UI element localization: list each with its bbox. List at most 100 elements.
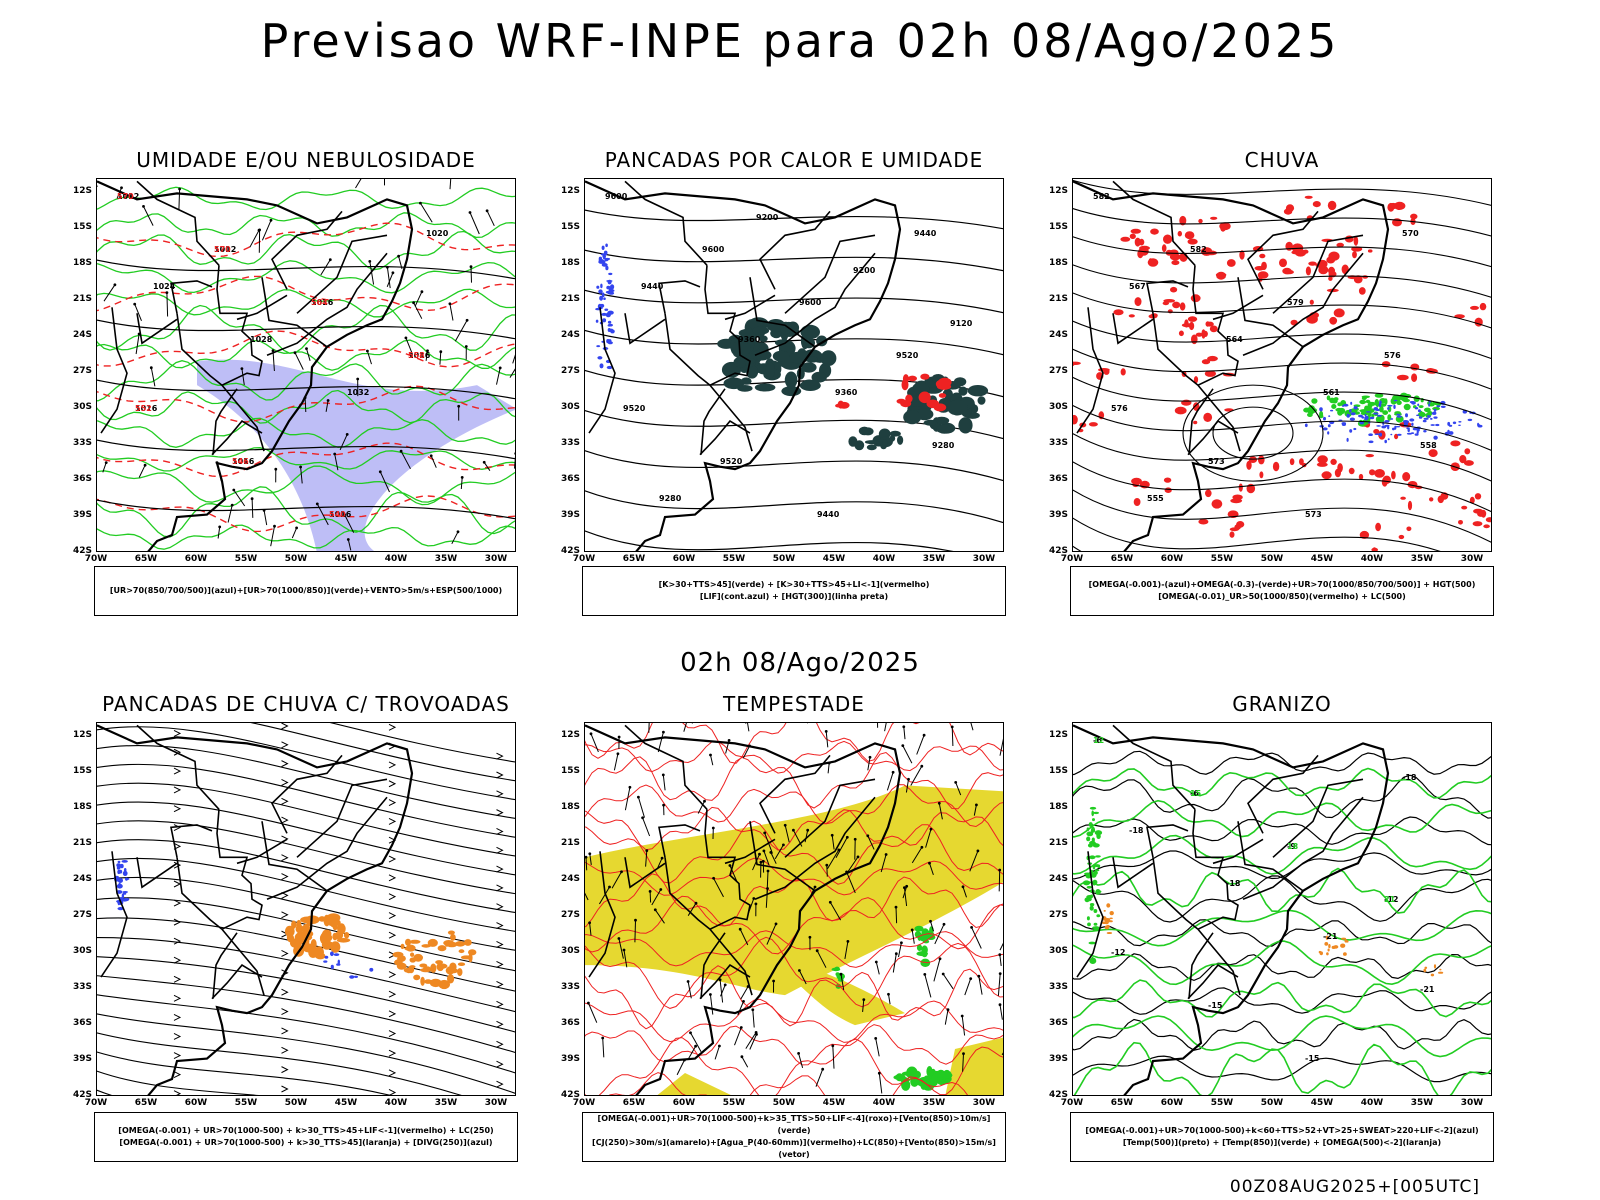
legend-line: [OMEGA(-0.01)_UR>50(1000/850)(vermelho) … [1158,592,1406,601]
thunder-orange-region [337,923,346,935]
wind-vector-head [866,834,870,838]
temp850-green-region [1086,831,1094,837]
thunder-orange-region [343,932,350,939]
lon-tick-label: 45W [1310,554,1334,564]
streamline-arrow [388,931,397,939]
streamline-arrow [281,741,289,749]
streamline-arrow [388,761,397,769]
thickness-label: 546 [232,457,249,466]
rain-red-region [1164,487,1172,494]
lif-blue-contour [601,263,608,267]
wind-vector [590,733,599,753]
rain-red-region [1464,448,1471,455]
ur-green-contour [97,389,515,424]
rain-red-region [1305,266,1311,276]
hgt500-contour [1073,404,1491,452]
wind-vector [970,723,974,731]
lon-tick-label: 40W [384,554,408,564]
wind-vector-head [782,843,785,847]
instability-region [772,350,790,362]
wind-vector [903,887,908,907]
legend-granizo: [OMEGA(-0.001)+UR>70(1000-500)+k<60+TTS>… [1070,1112,1494,1162]
hgt500-contour [1073,376,1491,421]
streamline-arrow [173,1052,182,1059]
lif-blue-contour [601,292,605,298]
legend-line: [K>30+TTS>45](verde) + [K>30+TTS>45+LI<-… [658,580,930,589]
water-red-contour [585,740,1003,774]
rain-red-region [1459,455,1467,464]
rain-blue-region [1397,433,1402,436]
lat-tick-label: 27S [1048,366,1068,377]
lif-blue-contour [606,365,613,370]
wind-vector [998,869,1001,892]
instability-region [864,440,880,445]
wind850-green-region [836,973,845,980]
panel-title-umidade: UMIDADE E/OU NEBULOSIDADE [136,148,476,172]
rain-red-region [1359,530,1370,539]
wind-vector [884,723,887,732]
streamline [97,1051,392,1095]
lon-tick-label: 70W [84,1098,108,1108]
lon-tick-label: 35W [922,1098,946,1108]
lif-blue-contour [597,356,603,360]
rain-green-region [1365,399,1371,404]
wind850-green-region [831,967,841,972]
lat-tick-label: 27S [72,366,92,377]
lat-tick-label: 30S [560,402,580,413]
lat-tick-label: 15S [560,222,580,233]
streamline [97,917,515,992]
temp850-green-region [1088,941,1096,945]
wind-vector [451,531,459,545]
omega-orange-region [1326,952,1329,956]
lat-tick-label: 24S [72,874,92,885]
wind-vector-head [641,816,644,820]
rain-green-region [1418,405,1424,409]
wind-vector [102,462,107,473]
streamline-arrow [173,956,182,964]
rain-blue-region [1448,431,1454,435]
lif-blue-contour [598,289,603,294]
wind-vector [875,961,880,975]
country-border [1112,313,1154,345]
rain-red-region [1248,456,1258,464]
lon-tick-label: 45W [334,1098,358,1108]
thunder-orange-region [322,929,332,938]
wind-vector-head [399,449,403,453]
wind-vector-head [853,837,857,841]
panel-title-calor: PANCADAS POR CALOR E UMIDADE [604,148,984,172]
lat-tick-label: 15S [72,222,92,233]
country-border [211,420,263,456]
rain-blue-region [1387,438,1390,441]
rain-green-region [1382,410,1389,415]
wind-vector-head [808,935,812,939]
legend-line: [OMEGA(-0.001) + UR>70(1000-500) + k>30_… [119,1138,493,1147]
lon-tick-label: 40W [1360,1098,1384,1108]
wind-vector-head [954,781,958,784]
wind-vector-head [617,735,621,739]
wind-vector-head [709,753,712,757]
temp850-contour [1073,1015,1491,1058]
rain-red-region [1161,244,1167,253]
hgt500-contour [1073,292,1491,329]
wind-vector-head [637,795,640,799]
instability-region [977,396,986,405]
streamline [97,1032,462,1095]
lon-tick-label: 60W [672,554,696,564]
streamline [97,1013,515,1094]
rain-blue-region [1364,413,1367,417]
temp850-green-region [1089,905,1094,911]
wind-vector [774,844,784,860]
rain-red-region [1353,275,1363,284]
temp850-contour [1073,767,1491,799]
wind-vector [270,526,275,547]
wind-vector [398,256,403,270]
wind-vector-head [460,476,464,479]
wind-vector-head [907,777,910,781]
streamline-arrow [173,805,182,813]
thickness-red-contour [97,275,515,312]
temp500-contour [1073,1055,1491,1083]
streamline-arrow [496,809,504,817]
pressure-label: 1020 [426,229,449,238]
hgt500-contour [1073,320,1491,360]
lon-tick-label: 30W [1460,554,1484,564]
